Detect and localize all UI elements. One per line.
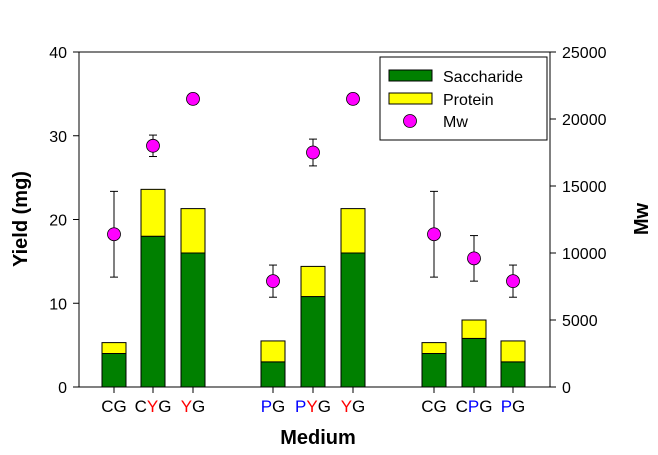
y2-tick-label: 20000	[562, 112, 607, 129]
bar-saccharide	[340, 252, 366, 388]
category-label-part: Y	[147, 397, 158, 416]
category-label-part: Y	[306, 397, 317, 416]
category-label-part: C	[456, 397, 468, 416]
bar-protein	[340, 208, 366, 254]
bar-saccharide	[461, 337, 487, 388]
bar-protein	[260, 340, 286, 363]
mw-point	[107, 227, 121, 242]
legend-marker-mw	[403, 114, 417, 128]
category-label-part: C	[135, 397, 147, 416]
y2-tick-label: 25000	[562, 45, 607, 62]
legend-label-mw: Mw	[443, 114, 468, 131]
mw-point	[146, 138, 160, 153]
legend-label-saccharide: Saccharide	[443, 69, 523, 86]
category-label: CPG	[456, 397, 493, 416]
bar-protein	[140, 188, 166, 237]
legend: Saccharide Protein Mw	[379, 56, 548, 141]
y2-tick-label: 10000	[562, 246, 607, 263]
category-label-part: Y	[181, 397, 192, 416]
bar-saccharide	[300, 296, 326, 388]
bar-protein	[421, 342, 447, 354]
legend-swatch-protein	[388, 92, 433, 105]
y-tick-label: 20	[49, 213, 67, 230]
y2-axis-title: Mw	[631, 202, 653, 235]
y-tick-label: 0	[58, 380, 67, 397]
mw-points-layer	[107, 92, 520, 289]
category-label: PYG	[295, 397, 331, 416]
category-label-part: CG	[101, 397, 127, 416]
category-label-part: G	[192, 397, 205, 416]
bar-protein	[461, 319, 487, 339]
y2-tick-label: 0	[562, 380, 571, 397]
y-tick-label: 30	[49, 129, 67, 146]
category-label-part: Y	[341, 397, 352, 416]
bar-saccharide	[140, 235, 166, 388]
bar-protein	[101, 342, 127, 354]
category-label-part: P	[501, 397, 512, 416]
mw-point	[506, 274, 520, 289]
y-axis-title: Yield (mg)	[10, 171, 32, 267]
category-label-part: G	[479, 397, 492, 416]
bar-saccharide	[500, 361, 526, 388]
mw-point	[306, 145, 320, 160]
bar-saccharide	[260, 361, 286, 388]
y-tick-label: 40	[49, 45, 67, 62]
category-label: YG	[341, 397, 366, 416]
bar-saccharide	[180, 252, 206, 388]
bars-layer	[101, 188, 526, 388]
category-label-part: P	[261, 397, 272, 416]
category-label-part: G	[272, 397, 285, 416]
category-label-part: G	[318, 397, 331, 416]
bar-saccharide	[421, 353, 447, 388]
x-axis-title: Medium	[280, 427, 356, 449]
category-label: CYG	[135, 397, 172, 416]
category-label: PG	[261, 397, 286, 416]
category-label-part: P	[468, 397, 479, 416]
category-label-part: G	[512, 397, 525, 416]
category-labels: CG CYG YG PG PYG YG CG CPG PG	[101, 397, 525, 416]
bar-protein	[300, 265, 326, 298]
category-label: PG	[501, 397, 526, 416]
mw-point	[427, 227, 441, 242]
y2-tick-label: 15000	[562, 179, 607, 196]
legend-label-protein: Protein	[443, 92, 494, 109]
category-label-part: CG	[421, 397, 447, 416]
bar-protein	[180, 208, 206, 254]
mw-point	[266, 274, 280, 289]
mw-point	[346, 92, 360, 106]
category-label-part: G	[158, 397, 171, 416]
legend-swatch-saccharide	[388, 69, 433, 82]
y2-tick-label: 5000	[562, 313, 598, 330]
axes-layer: 0 10 20 30 40 0 5000 10000 15000 20000 25000	[49, 45, 606, 397]
bar-protein	[500, 340, 526, 363]
category-label: YG	[181, 397, 206, 416]
category-label-part: P	[295, 397, 306, 416]
mw-point	[467, 251, 481, 266]
mw-point	[186, 92, 200, 106]
category-label-part: G	[352, 397, 365, 416]
bar-saccharide	[101, 353, 127, 388]
category-label: CG	[101, 397, 127, 416]
category-label: CG	[421, 397, 447, 416]
y-tick-label: 10	[49, 296, 67, 313]
